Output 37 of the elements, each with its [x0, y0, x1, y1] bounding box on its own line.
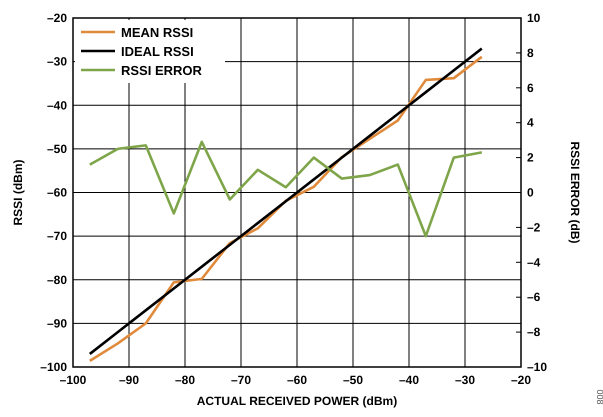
legend-label: IDEAL RSSI — [121, 44, 194, 59]
x-tick-label: –100 — [60, 373, 87, 387]
x-tick-label: –30 — [454, 373, 476, 387]
line-series — [88, 140, 484, 238]
y-tick-label: –30 — [46, 54, 68, 69]
y-tick-label: –90 — [46, 316, 68, 330]
y2-tick-label: –8 — [527, 325, 541, 340]
x-tick-label: –70 — [230, 373, 252, 387]
y-tick-label: –20 — [46, 11, 68, 25]
y-tick-label: –80 — [46, 272, 68, 287]
y-axis-title: RSSI (dBm) — [11, 159, 25, 226]
x-tick-label: –60 — [286, 373, 308, 387]
x-tick-label: –80 — [174, 373, 196, 387]
y2-tick-label: 0 — [527, 186, 534, 200]
y2-tick-label: –4 — [527, 255, 541, 270]
y2-tick-label: 2 — [527, 150, 534, 165]
y2-tick-label: –6 — [527, 290, 541, 304]
x-tick-label: –40 — [398, 373, 420, 387]
legend-label: RSSI ERROR — [121, 63, 203, 78]
y-tick-label: –100 — [40, 360, 68, 374]
y2-tick-label: –2 — [527, 220, 541, 234]
legend-label: MEAN RSSI — [121, 25, 194, 40]
y2-tick-label: 10 — [527, 11, 541, 25]
y-tick-label: –40 — [46, 98, 68, 112]
x-axis-title: ACTUAL RECEIVED POWER (dBm) — [196, 394, 398, 408]
x-tick-label: –50 — [342, 373, 364, 387]
text: 008 — [595, 389, 603, 405]
x-tick-label: –90 — [118, 373, 140, 387]
y2-axis-title: RSSI ERROR (dB) — [568, 142, 582, 244]
y2-tick-label: 4 — [527, 116, 534, 130]
y-tick-label: –70 — [46, 229, 68, 244]
x-tick-label: –20 — [510, 373, 532, 387]
y2-tick-label: 8 — [527, 46, 534, 60]
y-tick-label: –60 — [46, 186, 68, 200]
y-tick-label: –50 — [46, 142, 68, 156]
y2-tick-label: –10 — [527, 360, 548, 374]
y2-tick-label: 6 — [527, 80, 534, 95]
